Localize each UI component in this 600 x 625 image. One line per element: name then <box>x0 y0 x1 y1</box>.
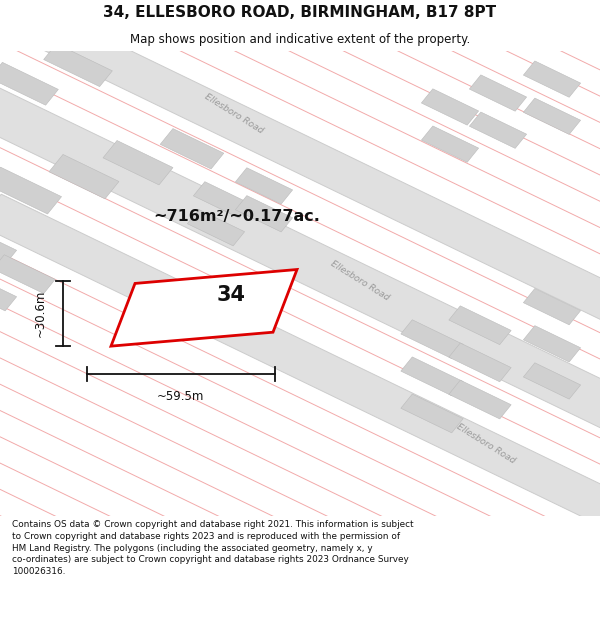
Polygon shape <box>111 269 297 346</box>
Polygon shape <box>193 182 251 218</box>
Polygon shape <box>44 44 112 87</box>
Polygon shape <box>421 126 479 162</box>
Polygon shape <box>401 320 463 359</box>
Text: Ellesboro Road: Ellesboro Road <box>455 422 517 466</box>
Polygon shape <box>235 168 293 204</box>
Polygon shape <box>523 289 581 325</box>
Polygon shape <box>449 380 511 419</box>
Polygon shape <box>0 167 62 214</box>
Polygon shape <box>0 0 600 441</box>
Polygon shape <box>0 255 55 294</box>
Polygon shape <box>0 228 17 264</box>
Text: 34, ELLESBORO ROAD, BIRMINGHAM, B17 8PT: 34, ELLESBORO ROAD, BIRMINGHAM, B17 8PT <box>103 5 497 20</box>
Text: Ellesboro Road: Ellesboro Road <box>203 92 265 136</box>
Polygon shape <box>0 194 600 625</box>
Text: Map shows position and indicative extent of the property.: Map shows position and indicative extent… <box>130 34 470 46</box>
Text: Ellesboro Road: Ellesboro Road <box>329 259 391 302</box>
Polygon shape <box>401 394 463 433</box>
Text: ~30.6m: ~30.6m <box>34 290 47 338</box>
Polygon shape <box>449 343 511 382</box>
Polygon shape <box>421 89 479 125</box>
Polygon shape <box>523 61 581 98</box>
Text: Contains OS data © Crown copyright and database right 2021. This information is : Contains OS data © Crown copyright and d… <box>12 520 413 576</box>
Polygon shape <box>0 62 58 105</box>
Polygon shape <box>469 112 527 148</box>
Text: 34: 34 <box>217 285 245 305</box>
Polygon shape <box>0 0 600 606</box>
Polygon shape <box>0 274 17 311</box>
Polygon shape <box>187 209 245 246</box>
Text: ~716m²/~0.177ac.: ~716m²/~0.177ac. <box>153 209 320 224</box>
Polygon shape <box>523 98 581 134</box>
Text: ~59.5m: ~59.5m <box>157 390 205 402</box>
Polygon shape <box>449 306 511 344</box>
Polygon shape <box>160 129 224 169</box>
Polygon shape <box>523 326 581 362</box>
Polygon shape <box>103 141 173 185</box>
Polygon shape <box>401 357 463 396</box>
Polygon shape <box>523 362 581 399</box>
Polygon shape <box>49 154 119 199</box>
Polygon shape <box>235 196 293 232</box>
Polygon shape <box>469 75 527 111</box>
